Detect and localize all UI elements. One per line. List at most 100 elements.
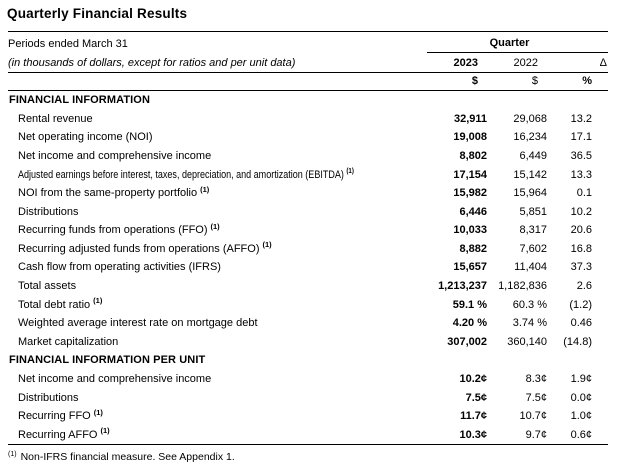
table-row: Cash flow from operating activities (IFR…	[8, 258, 608, 277]
value-2022: 9.7¢	[525, 428, 547, 441]
footnote-ref-superscript: (1)	[210, 221, 220, 231]
row-label-text: Recurring adjusted funds from operations…	[18, 242, 260, 255]
row-label: Market capitalization	[8, 333, 408, 352]
footnote-ref-superscript: (1)	[100, 426, 110, 436]
row-label: Weighted average interest rate on mortga…	[8, 314, 408, 333]
table-row: Distributions 6,446 5,851 10.2	[8, 202, 608, 221]
spacer	[592, 240, 608, 259]
footnote-ref-superscript: (1)	[93, 296, 103, 306]
value-delta: 1.0¢	[570, 410, 592, 423]
row-label: Cash flow from operating activities (IFR…	[8, 258, 408, 277]
value-2022: 16,234	[513, 131, 547, 144]
value-2023: 1,213,237	[438, 280, 487, 293]
column-header-delta: Δ	[599, 57, 607, 69]
value-2023: 10.3¢	[459, 428, 487, 441]
value-delta: (1.2)	[569, 298, 592, 311]
value-2022: 8,317	[519, 224, 547, 237]
financial-results-table: Periods ended March 31 Quarter (in thous…	[8, 31, 608, 445]
periods-ended-label: Periods ended March 31	[8, 38, 128, 50]
table-row: FINANCIAL INFORMATION PER UNIT	[8, 351, 608, 370]
spacer	[592, 165, 608, 184]
value-2022: 6,449	[519, 150, 547, 163]
row-label-text: Net income and comprehensive income	[18, 372, 212, 385]
spacer	[592, 147, 608, 166]
spacer	[592, 407, 608, 426]
value-2022: 3.74 %	[512, 317, 547, 330]
row-label-text: Adjusted earnings before interest, taxes…	[18, 168, 344, 181]
row-label: FINANCIAL INFORMATION PER UNIT	[8, 351, 408, 370]
table-header-row-periods: Periods ended March 31 Quarter	[8, 32, 608, 53]
value-2023: 4.20 %	[452, 317, 487, 330]
spacer	[592, 184, 608, 203]
value-2023: 307,002	[447, 335, 487, 348]
value-2023: 10,033	[453, 224, 487, 237]
value-delta	[547, 351, 592, 370]
table-header-row-years: (in thousands of dollars, except for rat…	[8, 53, 608, 73]
row-label-text: Weighted average interest rate on mortga…	[18, 317, 258, 330]
row-label-text: Total assets	[18, 280, 77, 293]
row-label: Recurring funds from operations (FFO) (1)	[8, 221, 408, 240]
value-delta: 1.9¢	[570, 372, 592, 385]
spacer	[592, 73, 608, 90]
column-header-2023: 2023	[453, 57, 478, 69]
value-2023: 10.2¢	[459, 372, 487, 385]
value-2023	[408, 91, 487, 110]
value-2023: 8,802	[459, 150, 487, 163]
footnote-text: Non-IFRS financial measure. See Appendix…	[20, 450, 235, 463]
row-label: Recurring FFO (1)	[8, 407, 408, 426]
row-label-text: Recurring FFO	[18, 410, 91, 423]
value-2023: 15,657	[453, 261, 487, 274]
row-label-text: Rental revenue	[18, 112, 93, 125]
value-delta: 0.6¢	[570, 428, 592, 441]
value-2022: 5,851	[519, 205, 547, 218]
spacer	[592, 91, 608, 110]
table-row: Recurring FFO (1) 11.7¢ 10.7¢ 1.0¢	[8, 407, 608, 426]
row-label: Total assets	[8, 277, 408, 296]
table-row: FINANCIAL INFORMATION	[8, 91, 608, 110]
value-delta: 0.46	[570, 317, 592, 330]
value-2022	[487, 351, 547, 370]
spacer	[592, 295, 608, 314]
value-2023: 32,911	[453, 112, 487, 125]
value-2023	[408, 351, 487, 370]
footnote-ref-superscript: (1)	[262, 240, 272, 250]
table-row: Recurring AFFO (1) 10.3¢ 9.7¢ 0.6¢	[8, 425, 608, 444]
table-header-row-units: $ $ %	[8, 73, 608, 91]
row-label-text: FINANCIAL INFORMATION	[9, 94, 151, 107]
value-delta: 10.2	[570, 205, 592, 218]
row-label: Net income and comprehensive income	[8, 370, 408, 389]
value-2023: 8,882	[459, 242, 487, 255]
spacer	[592, 425, 608, 444]
value-delta: 0.0¢	[570, 391, 592, 404]
table-row: Weighted average interest rate on mortga…	[8, 314, 608, 333]
table-row: Net operating income (NOI) 19,008 16,234…	[8, 128, 608, 147]
row-label: Distributions	[8, 202, 408, 221]
value-2022: 60.3 %	[512, 298, 547, 311]
spacer	[592, 314, 608, 333]
table-row: Recurring adjusted funds from operations…	[8, 240, 608, 259]
row-label: Total debt ratio (1)	[8, 295, 408, 314]
spacer	[8, 73, 408, 90]
value-delta: 13.2	[570, 112, 592, 125]
value-2023: 17,154	[453, 168, 487, 181]
table-row: Total assets 1,213,237 1,182,836 2.6	[8, 277, 608, 296]
value-2022: 360,140	[507, 335, 547, 348]
spacer	[592, 370, 608, 389]
row-label-text: Recurring AFFO	[18, 428, 98, 441]
row-label-text: Recurring funds from operations (FFO)	[18, 224, 208, 237]
quarter-column-group-label: Quarter	[427, 32, 608, 53]
value-delta: 17.1	[570, 131, 592, 144]
value-delta: 0.1	[576, 187, 592, 200]
row-label-text: NOI from the same-property portfolio	[18, 187, 198, 200]
row-label-text: Net income and comprehensive income	[18, 150, 212, 163]
row-label-text: Distributions	[18, 205, 79, 218]
row-label: Distributions	[8, 388, 408, 407]
value-2022: 15,142	[513, 168, 547, 181]
value-2023: 15,982	[453, 187, 487, 200]
value-delta: 16.8	[570, 242, 592, 255]
value-2022: 7,602	[519, 242, 547, 255]
value-delta: 2.6	[576, 280, 592, 293]
unit-header-2022-dollar: $	[531, 75, 538, 87]
value-delta: 13.3	[570, 168, 592, 181]
